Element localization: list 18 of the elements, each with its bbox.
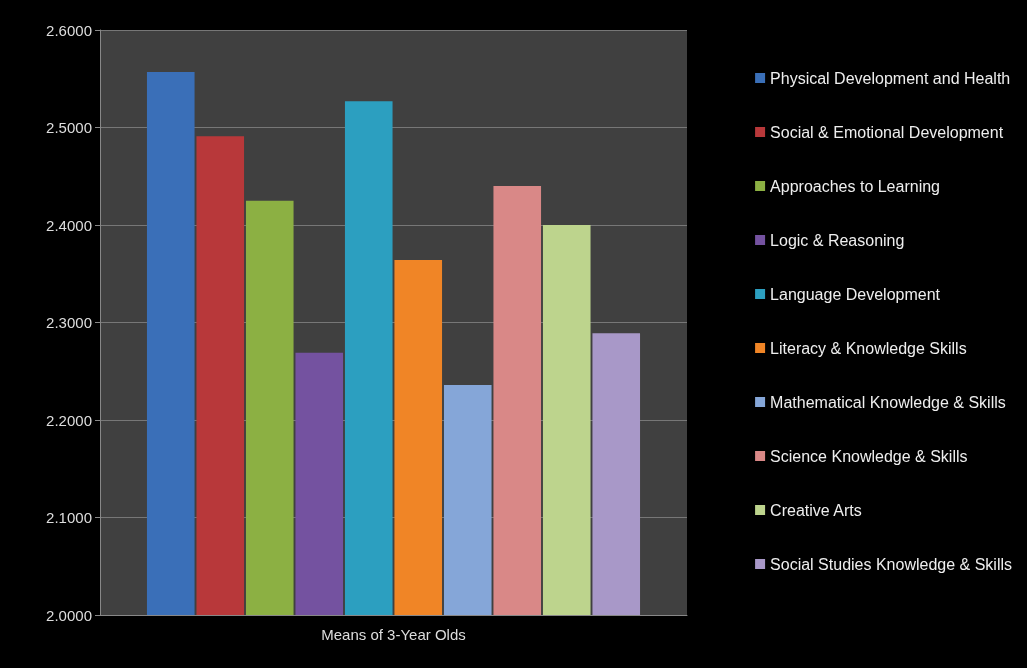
legend-label: Science Knowledge & Skills <box>770 447 968 465</box>
y-tick-label: 2.2000 <box>46 411 92 429</box>
y-tick-label: 2.1000 <box>46 509 92 526</box>
legend-label: Language Development <box>770 285 941 303</box>
legend-label: Mathematical Knowledge & Skills <box>770 393 1006 411</box>
y-tick-label: 2.3000 <box>46 314 92 331</box>
y-tick-label: 2.4000 <box>46 216 92 234</box>
x-tick-label: Means of 3-Year Olds <box>321 626 466 643</box>
legend-label: Physical Development and Health <box>770 69 1011 87</box>
legend-label: Social Studies Knowledge & Skills <box>770 555 1012 573</box>
legend-label: Literacy & Knowledge Skills <box>770 339 967 357</box>
legend-label: Approaches to Learning <box>770 177 940 195</box>
y-tick-label: 2.6000 <box>46 21 92 39</box>
legend-label: Social & Emotional Development <box>770 123 1004 141</box>
legend-label: Creative Arts <box>770 501 862 519</box>
legend-label: Logic & Reasoning <box>770 231 905 249</box>
y-tick-label: 2.5000 <box>46 119 92 136</box>
y-tick-label: 2.0000 <box>46 606 92 624</box>
